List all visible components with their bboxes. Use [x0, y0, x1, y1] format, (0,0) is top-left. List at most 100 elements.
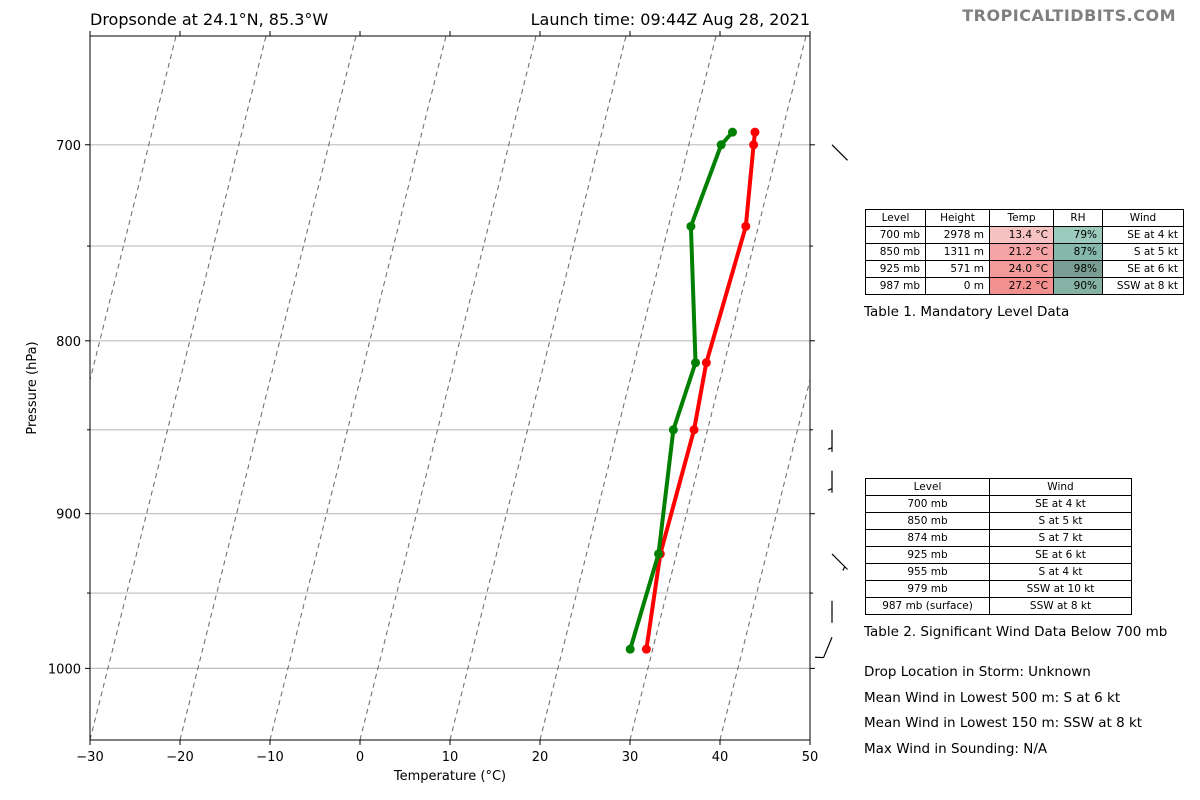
- table2-row: 925 mb SE at 6 kt: [865, 546, 1132, 564]
- table1-header-wind: Wind: [1102, 209, 1184, 227]
- x-axis-label: Temperature (°C): [393, 769, 506, 784]
- x-tick-label: 50: [802, 750, 819, 765]
- temperature-point: [701, 358, 711, 368]
- mandatory-level-table: Level Height Temp RH Wind 700 mb 2978 m …: [865, 209, 1184, 295]
- table1-cell-wind: SE at 4 kt: [1102, 226, 1184, 244]
- table2-cell-level: 987 mb (surface): [865, 597, 990, 615]
- mean-wind-150m-text: Mean Wind in Lowest 150 m: SSW at 8 kt: [864, 715, 1143, 731]
- table2-row: 700 mb SE at 4 kt: [865, 495, 1132, 513]
- y-tick-label: 1000: [48, 662, 81, 677]
- dewpoint-point: [727, 127, 737, 137]
- x-tick-label: −10: [256, 750, 283, 765]
- table1-cell-temp: 21.2 °C: [989, 243, 1054, 261]
- table1-cell-height: 2978 m: [925, 226, 990, 244]
- wind-barb-staff: [831, 553, 848, 570]
- chart-title-launch-time: Launch time: 09:44Z Aug 28, 2021: [530, 10, 810, 29]
- table2-cell-wind: SSW at 8 kt: [989, 597, 1132, 615]
- isotherm-line: [90, 36, 177, 383]
- chart-title-location: Dropsonde at 24.1°N, 85.3°W: [90, 10, 329, 29]
- table2-row: 874 mb S at 7 kt: [865, 529, 1132, 547]
- table2-cell-wind: S at 7 kt: [989, 529, 1132, 547]
- brand-watermark: TROPICALTIDBITS.COM: [962, 6, 1176, 25]
- drop-location-text: Drop Location in Storm: Unknown: [864, 664, 1091, 680]
- table1-cell-height: 571 m: [925, 260, 990, 278]
- temperature-point: [749, 140, 759, 150]
- wind-barb-staff: [823, 636, 833, 658]
- wind-barb: [831, 553, 848, 571]
- temperature-point: [689, 425, 699, 435]
- table2-header-wind: Wind: [989, 478, 1132, 496]
- table1-row: 850 mb 1311 m 21.2 °C 87% S at 5 kt: [865, 243, 1184, 261]
- wind-barb-staff: [831, 144, 848, 161]
- table2-cell-wind: S at 5 kt: [989, 512, 1132, 530]
- max-wind-text: Max Wind in Sounding: N/A: [864, 741, 1048, 757]
- table1-row: 925 mb 571 m 24.0 °C 98% SE at 6 kt: [865, 260, 1184, 278]
- table2-cell-wind: SE at 6 kt: [989, 546, 1132, 564]
- temperature-point: [641, 644, 651, 654]
- dewpoint-point: [668, 425, 678, 435]
- table2-row: 979 mb SSW at 10 kt: [865, 580, 1132, 598]
- table1-header-level: Level: [865, 209, 926, 227]
- isotherm-line: [269, 36, 447, 740]
- table1-cell-level: 925 mb: [865, 260, 926, 278]
- table2-row: 955 mb S at 4 kt: [865, 563, 1132, 581]
- table2-cell-level: 850 mb: [865, 512, 990, 530]
- dewpoint-point: [654, 549, 664, 559]
- dewpoint-point: [716, 140, 726, 150]
- isotherm-line: [629, 36, 807, 740]
- table2-cell-wind: S at 4 kt: [989, 563, 1132, 581]
- table1-cell-level: 850 mb: [865, 243, 926, 261]
- dewpoint-point: [686, 221, 696, 231]
- table1-cell-rh: 98%: [1053, 260, 1103, 278]
- x-tick-label: 40: [712, 750, 729, 765]
- table1-cell-height: 0 m: [925, 277, 990, 295]
- isotherm-line: [719, 377, 810, 740]
- wind-barb: [827, 429, 833, 452]
- table2-caption: Table 2. Significant Wind Data Below 700…: [864, 624, 1168, 640]
- x-tick-label: 30: [622, 750, 639, 765]
- wind-barb-feather: [827, 447, 833, 450]
- table2-cell-level: 979 mb: [865, 580, 990, 598]
- table1-row: 700 mb 2978 m 13.4 °C 79% SE at 4 kt: [865, 226, 1184, 244]
- table1-cell-wind: S at 5 kt: [1102, 243, 1184, 261]
- table2-row: 850 mb S at 5 kt: [865, 512, 1132, 530]
- table1-cell-temp: 24.0 °C: [989, 260, 1054, 278]
- data-layer: [625, 127, 760, 654]
- wind-barb: [831, 144, 848, 161]
- table1-caption: Table 1. Mandatory Level Data: [864, 304, 1070, 320]
- table1-cell-wind: SSW at 8 kt: [1102, 277, 1184, 295]
- x-tick-label: 0: [356, 750, 364, 765]
- table2-cell-level: 925 mb: [865, 546, 990, 564]
- x-tick-label: −20: [166, 750, 193, 765]
- significant-wind-table: Level Wind 700 mb SE at 4 kt 850 mb S at 5…: [865, 478, 1132, 615]
- table1-cell-height: 1311 m: [925, 243, 990, 261]
- y-tick-label: 700: [56, 139, 81, 154]
- x-tick-label: 10: [442, 750, 459, 765]
- temperature-point: [750, 127, 760, 137]
- table1-cell-rh: 87%: [1053, 243, 1103, 261]
- isotherm-line: [359, 36, 537, 740]
- grid-layer: [90, 36, 810, 740]
- table2-row: 987 mb (surface) SSW at 8 kt: [865, 597, 1132, 615]
- isotherm-line: [90, 36, 267, 740]
- wind-barb-column: [815, 144, 848, 659]
- x-tick-label: 20: [532, 750, 549, 765]
- table1-cell-rh: 79%: [1053, 226, 1103, 244]
- y-tick-label: 900: [56, 508, 81, 523]
- isotherm-line: [179, 36, 357, 740]
- table1-cell-rh: 90%: [1053, 277, 1103, 295]
- table1-header-height: Height: [925, 209, 990, 227]
- table2-cell-level: 874 mb: [865, 529, 990, 547]
- wind-barb-feather: [827, 488, 833, 491]
- table2-cell-wind: SSW at 10 kt: [989, 580, 1132, 598]
- table2-cell-level: 955 mb: [865, 563, 990, 581]
- y-tick-label: 800: [56, 335, 81, 350]
- dewpoint-point: [691, 358, 701, 368]
- axis-layer: −30 −20 −10 0 10 20 30 40 50 700 800 900 1000: [48, 31, 818, 765]
- table1-row: 987 mb 0 m 27.2 °C 90% SSW at 8 kt: [865, 277, 1184, 295]
- table2-header-level: Level: [865, 478, 990, 496]
- table1-cell-level: 987 mb: [865, 277, 926, 295]
- table2-cell-level: 700 mb: [865, 495, 990, 513]
- table1-header-temp: Temp: [989, 209, 1054, 227]
